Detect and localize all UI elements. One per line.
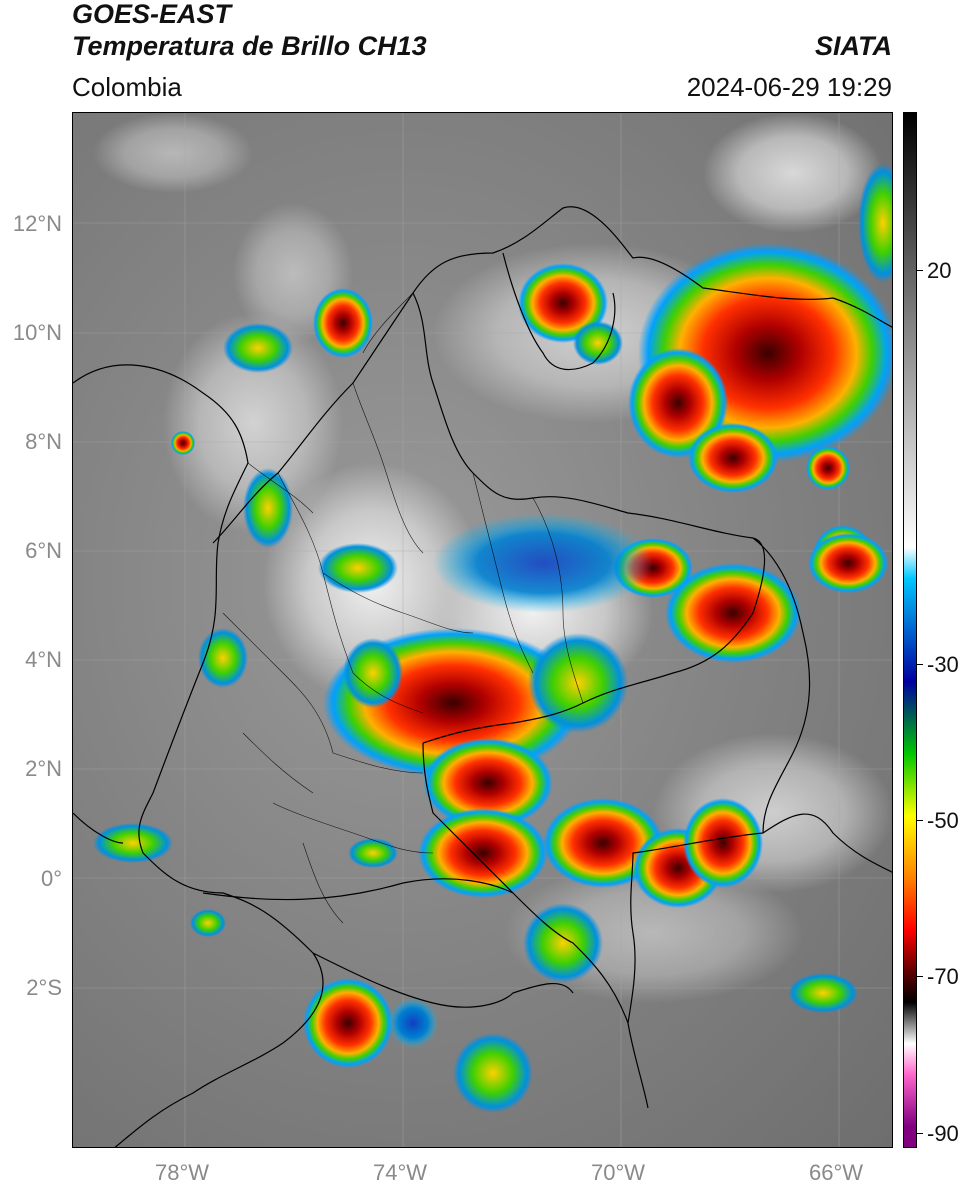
- colorbar-tick: [917, 820, 923, 821]
- lat-tick-label: 4°N: [25, 647, 62, 672]
- colorbar-tick: [917, 976, 923, 977]
- satellite-map[interactable]: [72, 112, 893, 1148]
- lon-tick-label: 66°W: [809, 1160, 864, 1185]
- lon-tick-label: 74°W: [373, 1160, 428, 1185]
- satellite-title: GOES-EAST: [72, 0, 232, 29]
- agency-label: SIATA: [815, 31, 892, 61]
- colorbar-label: -30: [927, 652, 959, 677]
- lat-tick-label: 10°N: [12, 320, 62, 345]
- colorbar-label: 20: [927, 258, 952, 283]
- colorbar: [903, 112, 917, 1148]
- colorbar-tick: [917, 270, 923, 271]
- colorbar-label: -50: [927, 808, 959, 833]
- boundaries: [73, 206, 892, 1147]
- datetime-label: 2024-06-29 19:29: [686, 72, 892, 102]
- region-label: Colombia: [72, 72, 182, 102]
- colorbar-label: -90: [927, 1121, 959, 1146]
- internal-borders: [222, 292, 584, 924]
- lat-tick-label: 2°N: [25, 756, 62, 781]
- lat-tick-label: 12°N: [12, 211, 62, 236]
- lat-tick-label: 0°: [40, 866, 62, 891]
- lat-tick-label: 6°N: [25, 538, 62, 563]
- product-title: Temperatura de Brillo CH13: [72, 31, 427, 61]
- lon-tick-label: 78°W: [155, 1160, 210, 1185]
- lon-tick-label: 70°W: [591, 1160, 646, 1185]
- lat-tick-label: 2°S: [26, 975, 62, 1000]
- colorbar-label: -70: [927, 964, 959, 989]
- colorbar-tick: [917, 1133, 923, 1134]
- lat-tick-label: 8°N: [25, 429, 62, 454]
- convective-cells: [93, 163, 892, 1113]
- colorbar-tick: [917, 664, 923, 665]
- map-canvas: [73, 113, 892, 1147]
